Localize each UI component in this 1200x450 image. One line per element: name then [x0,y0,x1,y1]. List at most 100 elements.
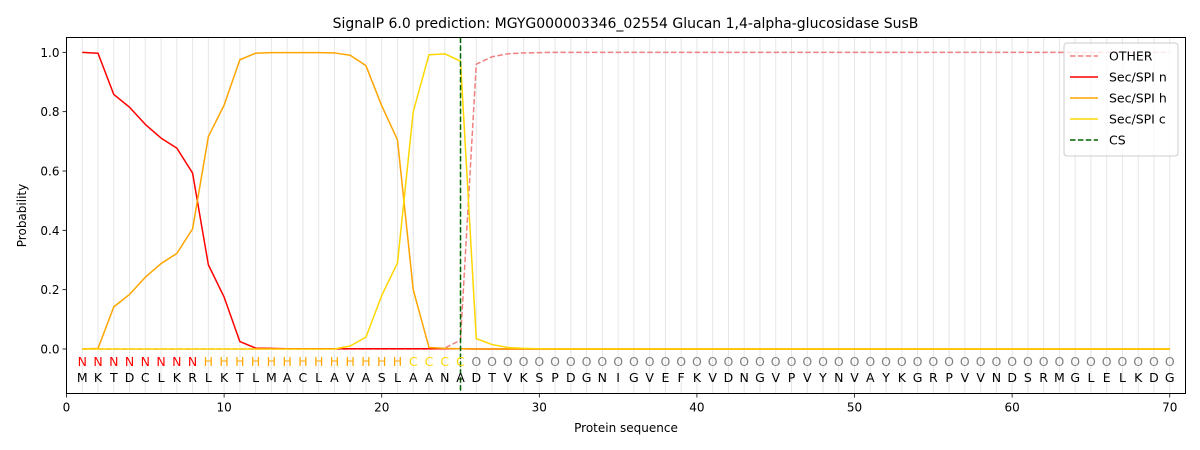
sequence-residue: G [755,370,765,385]
region-label: O [755,354,765,369]
sequence-residue: A [425,370,434,385]
region-label: H [267,354,276,369]
sequence-residue: G [1070,370,1080,385]
region-label: O [881,354,891,369]
sequence-residue: I [616,370,620,385]
sequence-residue: D [724,370,734,385]
region-label: O [550,354,560,369]
region-label: O [960,354,970,369]
region-label: O [471,354,481,369]
sequence-residue: Y [881,370,890,385]
region-label: N [78,354,87,369]
region-label: C [409,354,418,369]
sequence-residue: A [283,370,292,385]
y-axis-title: Probability [15,184,29,247]
x-tick-label: 30 [532,401,547,415]
region-label: O [991,354,1001,369]
sequence-residue: V [976,370,985,385]
x-tick-label: 40 [689,401,704,415]
region-label: N [93,354,102,369]
sequence-residue: C [299,370,308,385]
sequence-residue: R [188,370,197,385]
region-label: O [944,354,954,369]
region-label: N [156,354,165,369]
sequence-residue: F [678,370,685,385]
region-label: H [377,354,386,369]
region-label: O [1039,354,1049,369]
region-label: H [314,354,323,369]
series-line-sec-spi-c [82,53,1170,350]
region-label: O [865,354,875,369]
region-label: O [802,354,812,369]
sequence-residue: R [929,370,938,385]
legend-label: OTHER [1109,49,1153,64]
sequence-residue: M [77,370,88,385]
sequence-residue: A [330,370,339,385]
region-label: H [393,354,402,369]
sequence-residue: L [1119,370,1126,385]
region-label: C [425,354,434,369]
sequence-residue: M [1054,370,1065,385]
sequence-residue: G [582,370,592,385]
region-label: O [613,354,623,369]
sequence-residue: L [252,370,259,385]
sequence-residue: M [266,370,277,385]
sequence-residue: S [378,370,386,385]
region-label: N [125,354,134,369]
sequence-residue: K [94,370,103,385]
legend: OTHER Sec/SPI n Sec/SPI h Sec/SPI c CS [1063,42,1179,157]
sequence-residue: V [645,370,654,385]
sequence-residue: V [346,370,355,385]
region-label: O [582,354,592,369]
sequence-residue: D [1007,370,1017,385]
sequence-residue: N [440,370,449,385]
x-tick-label: 50 [847,401,862,415]
sequence-residue: L [315,370,322,385]
region-label: O [487,354,497,369]
sequence-residue: V [708,370,717,385]
legend-label: Sec/SPI c [1109,112,1166,127]
region-label: O [1023,354,1033,369]
sequence-residue: D [125,370,135,385]
sequence-residue: K [173,370,182,385]
sequence-residue: D [1149,370,1159,385]
x-tick-label: 0 [63,401,71,415]
region-label: O [1133,354,1143,369]
legend-label: Sec/SPI h [1109,91,1167,106]
region-label: O [660,354,670,369]
sequence-residue: S [535,370,543,385]
sequence-residue: G [629,370,639,385]
region-label: H [251,354,260,369]
sequence-residue: N [834,370,843,385]
region-label: N [141,354,150,369]
sequence-residue: D [471,370,481,385]
x-tick-label: 60 [1004,401,1019,415]
region-label: O [534,354,544,369]
x-tick-label: 10 [216,401,231,415]
region-label: O [1102,354,1112,369]
sequence-residue: V [504,370,513,385]
sequence-residue: G [913,370,923,385]
sequence-residue: A [866,370,875,385]
y-tick-label: 0.4 [40,224,59,238]
sequence-residue: V [771,370,780,385]
x-tick-label: 70 [1162,401,1177,415]
region-label: O [897,354,907,369]
sequence-residue: P [945,370,953,385]
sequence-residue: K [898,370,907,385]
region-label: O [771,354,781,369]
series-line-sec-spi-h [82,51,1170,350]
y-tick-label: 0.2 [40,283,59,297]
legend-label: Sec/SPI n [1109,70,1167,85]
region-label: O [566,354,576,369]
sequence-residue: V [961,370,970,385]
region-label: C [456,354,465,369]
region-label: N [172,354,181,369]
series-line-sec-spi-n [82,51,1170,350]
sequence-residue: L [205,370,212,385]
region-label: O [834,354,844,369]
sequence-residue: A [456,370,465,385]
sequence-residue: K [1134,370,1143,385]
sequence-residue: T [487,370,496,385]
